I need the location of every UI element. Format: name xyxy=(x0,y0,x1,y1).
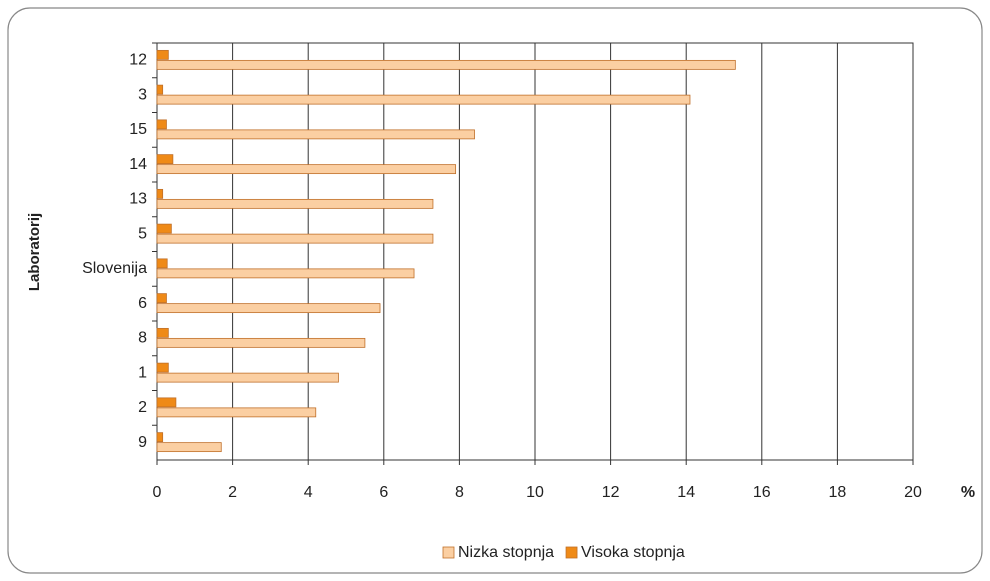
bar xyxy=(156,362,169,373)
x-tick-label: 8 xyxy=(455,484,464,501)
bar xyxy=(156,442,222,453)
bar xyxy=(156,407,317,418)
x-tick-label: 2 xyxy=(228,484,237,501)
x-unit: % xyxy=(961,484,975,501)
y-tick-label: 2 xyxy=(138,399,147,416)
y-tick-label: 6 xyxy=(138,295,147,312)
bar xyxy=(156,164,457,175)
x-tick-label: 4 xyxy=(304,484,313,501)
y-tick-label: 9 xyxy=(138,434,147,451)
bar xyxy=(156,59,736,70)
y-tick-label: Slovenija xyxy=(82,260,147,277)
bar xyxy=(156,129,475,140)
y-tick-label: 1 xyxy=(138,364,147,381)
bar xyxy=(156,337,366,348)
legend-label: Visoka stopnja xyxy=(581,544,685,561)
x-tick-label: 6 xyxy=(379,484,388,501)
y-tick-label: 12 xyxy=(129,52,147,69)
y-tick-label: 3 xyxy=(138,86,147,103)
bar xyxy=(156,49,169,60)
bar xyxy=(156,233,434,244)
bar xyxy=(156,372,339,383)
panel xyxy=(7,7,983,574)
bar xyxy=(156,258,168,269)
bar xyxy=(156,327,169,338)
x-tick-label: 12 xyxy=(602,484,620,501)
x-tick-label: 10 xyxy=(526,484,544,501)
bar xyxy=(156,84,164,95)
bar xyxy=(156,303,381,314)
x-tick-label: 14 xyxy=(677,484,695,501)
legend-swatch xyxy=(442,546,455,559)
y-tick-label: 8 xyxy=(138,330,147,347)
x-tick-label: 20 xyxy=(904,484,922,501)
y-tick-label: 13 xyxy=(129,191,147,208)
bar xyxy=(156,268,415,279)
bar xyxy=(156,223,172,234)
legend-label: Nizka stopnja xyxy=(458,544,554,561)
y-tick-label: 15 xyxy=(129,121,147,138)
bar xyxy=(156,154,174,165)
bar xyxy=(156,397,177,408)
bar xyxy=(156,293,167,304)
x-tick-label: 16 xyxy=(753,484,771,501)
bar xyxy=(156,188,164,199)
bar xyxy=(156,432,164,443)
y-axis-title: Laboratorij xyxy=(26,213,43,291)
x-tick-label: 18 xyxy=(829,484,847,501)
x-tick-label: 0 xyxy=(153,484,162,501)
y-tick-label: 14 xyxy=(129,156,147,173)
bar xyxy=(156,94,691,105)
bar xyxy=(156,119,167,130)
legend-swatch xyxy=(565,546,578,559)
bar xyxy=(156,198,434,209)
y-tick-label: 5 xyxy=(138,225,147,242)
